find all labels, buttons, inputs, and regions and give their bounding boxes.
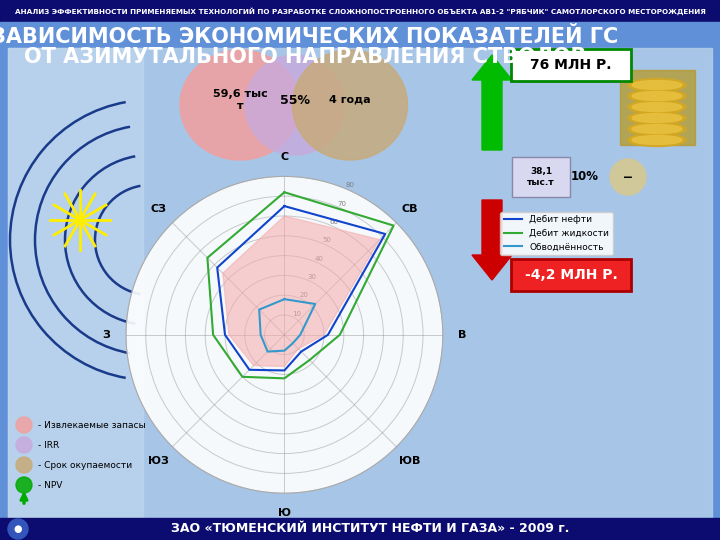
Дебит нефти [324, 332, 333, 338]
Circle shape [610, 159, 646, 195]
Обводнённость [280, 296, 289, 302]
Дебит жидкости [209, 332, 217, 338]
Bar [0, 0, 720, 22]
Дебит жидкости [203, 254, 212, 261]
Text: 38,1
тыс.т: 38,1 тыс.т [527, 167, 555, 187]
Bar [0, 518, 720, 540]
Обводнённость [280, 296, 289, 302]
Line: Обводнённость: Обводнённость [259, 299, 315, 352]
Bar [8, 48, 143, 518]
Ellipse shape [632, 113, 682, 123]
Дебит нефти [280, 203, 289, 210]
FancyArrow shape [472, 55, 512, 150]
Text: 76 МЛН Р.: 76 МЛН Р. [530, 58, 612, 72]
Ellipse shape [628, 123, 686, 136]
Дебит жидкости [390, 222, 398, 229]
Дебит жидкости [280, 189, 289, 195]
Ellipse shape [632, 136, 682, 145]
Дебит нефти [280, 367, 289, 374]
Обводнённость [289, 340, 297, 347]
Text: ЗАВИСИМОСТЬ ЭКОНОМИЧЕСКИХ ПОКАЗАТЕЛЕЙ ГС: ЗАВИСИМОСТЬ ЭКОНОМИЧЕСКИХ ПОКАЗАТЕЛЕЙ ГС [0, 27, 618, 47]
Обводнённость [255, 306, 264, 313]
FancyBboxPatch shape [511, 49, 631, 81]
Text: -4,2 МЛН Р.: -4,2 МЛН Р. [525, 268, 617, 282]
Обводнённость [256, 332, 265, 338]
Дебит нефти [220, 332, 229, 338]
Ellipse shape [292, 50, 408, 160]
Text: АНАЛИЗ ЭФФЕКТИВНОСТИ ПРИМЕНЯЕМЫХ ТЕХНОЛОГИЙ ПО РАЗРАБОТКЕ СЛОЖНОПОСТРОЕННОГО ОБЪ: АНАЛИЗ ЭФФЕКТИВНОСТИ ПРИМЕНЯЕМЫХ ТЕХНОЛО… [14, 7, 706, 15]
Bar [512, 157, 570, 197]
Legend: Дебит нефти, Дебит жидкости, Обводнённость: Дебит нефти, Дебит жидкости, Обводнённос… [500, 212, 613, 255]
Text: ●: ● [14, 524, 22, 534]
Circle shape [16, 477, 32, 493]
Обводнённость [296, 332, 305, 338]
Circle shape [8, 519, 28, 539]
Line: Дебит нефти: Дебит нефти [217, 206, 385, 370]
Ellipse shape [628, 90, 686, 103]
Дебит жидкости [238, 374, 247, 380]
Text: - IRR: - IRR [38, 441, 59, 449]
Ellipse shape [632, 125, 682, 133]
Ellipse shape [632, 80, 682, 90]
Text: - Извлекаемые запасы: - Извлекаемые запасы [38, 421, 145, 429]
Circle shape [16, 417, 32, 433]
FancyBboxPatch shape [511, 259, 631, 291]
Дебит нефти [213, 265, 222, 271]
Дебит жидкости [280, 189, 289, 195]
Circle shape [16, 437, 32, 453]
Text: 59,6 тыс
т: 59,6 тыс т [212, 89, 267, 111]
Text: ОТ АЗИМУТАЛЬНОГО НАПРАВЛЕНИЯ СТВОЛОВ: ОТ АЗИМУТАЛЬНОГО НАПРАВЛЕНИЯ СТВОЛОВ [24, 47, 586, 67]
Circle shape [16, 457, 32, 473]
Text: - NPV: - NPV [38, 481, 63, 489]
Дебит жидкости [280, 375, 289, 382]
Ellipse shape [632, 91, 682, 100]
Обводнённость [264, 348, 272, 355]
Text: –: – [623, 167, 633, 186]
FancyArrow shape [472, 200, 512, 280]
Обводнённость [311, 301, 320, 307]
Ellipse shape [632, 103, 682, 111]
Дебит жидкости [305, 357, 314, 363]
Text: 4 года: 4 года [329, 95, 371, 105]
Polygon shape [222, 216, 379, 367]
Ellipse shape [628, 133, 686, 146]
Дебит жидкости [336, 332, 344, 338]
Text: - Срок окупаемости: - Срок окупаемости [38, 461, 132, 469]
Ellipse shape [628, 78, 686, 91]
Обводнённость [280, 347, 289, 354]
Ellipse shape [245, 55, 345, 155]
Дебит нефти [280, 203, 289, 210]
Line: Дебит жидкости: Дебит жидкости [207, 192, 394, 379]
Ellipse shape [180, 50, 300, 160]
Дебит нефти [381, 231, 390, 237]
Bar [620, 70, 695, 145]
Text: 55%: 55% [280, 93, 310, 106]
Ellipse shape [628, 111, 686, 125]
Bar [8, 48, 712, 518]
Дебит нефти [245, 367, 253, 373]
Text: ЗАО «ТЮМЕНСКИЙ ИНСТИТУТ НЕФТИ И ГАЗА» - 2009 г.: ЗАО «ТЮМЕНСКИЙ ИНСТИТУТ НЕФТИ И ГАЗА» - … [171, 523, 570, 536]
Ellipse shape [628, 100, 686, 113]
Дебит нефти [297, 348, 305, 355]
Text: 10%: 10% [571, 171, 599, 184]
